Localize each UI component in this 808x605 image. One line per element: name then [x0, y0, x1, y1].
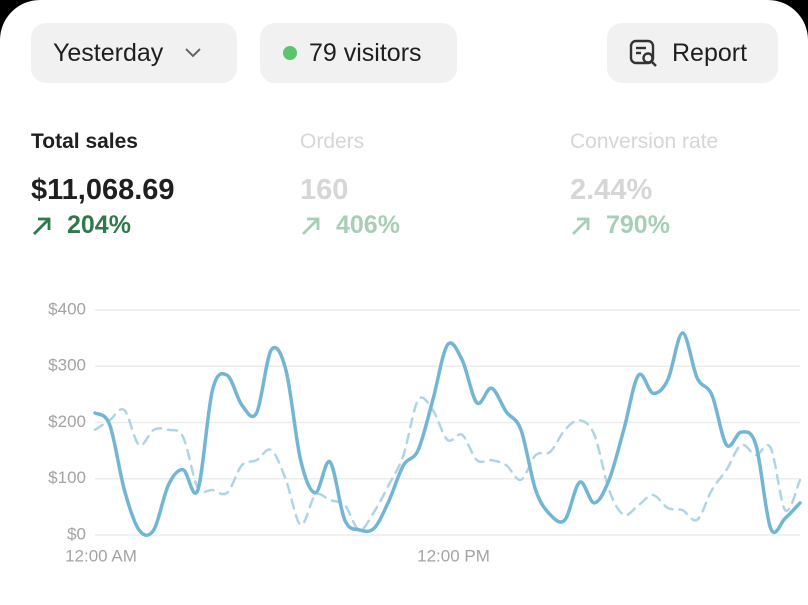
status-dot [283, 46, 297, 60]
report-label: Report [672, 38, 748, 67]
metric-change: 790% [570, 211, 718, 240]
metric-value: 2.44% [570, 174, 653, 206]
metric-change: 406% [300, 211, 400, 240]
date-button[interactable]: Yesterday [31, 23, 237, 83]
arrow-up-icon [572, 217, 590, 235]
date-label: Yesterday [53, 38, 164, 67]
metric-change-value: 204% [67, 211, 131, 239]
metric-label: Orders [300, 130, 365, 153]
chevron-icon [185, 48, 201, 58]
visitors-button[interactable]: 79 visitors [260, 23, 457, 83]
line-series [93, 396, 802, 532]
metric-change-value: 790% [606, 211, 670, 239]
metric: Total sales $11,068.69 204% [31, 130, 175, 240]
metric[interactable]: Orders 160 406% [300, 130, 400, 240]
y-tick-label: $400 [48, 299, 86, 318]
report-button[interactable]: Report [607, 23, 778, 83]
metric-value: $11,068.69 [31, 174, 175, 206]
metric-value: 160 [300, 174, 349, 206]
x-tick-label: 12:00 PM [417, 546, 490, 565]
y-tick-label: $200 [48, 412, 86, 431]
metric-change-value: 406% [336, 211, 400, 239]
y-tick-label: $300 [48, 356, 86, 375]
metric-label: Total sales [31, 130, 138, 153]
y-tick-label: $0 [67, 524, 86, 543]
metric-label: Conversion rate [570, 130, 719, 153]
arrow-up-icon [302, 217, 320, 235]
report-icon [629, 39, 657, 67]
metric[interactable]: Conversion rate 2.44% 790% [570, 130, 718, 240]
visitors-label: 79 visitors [309, 38, 422, 67]
line-series [93, 331, 802, 537]
metric-change: 204% [31, 211, 175, 240]
y-tick-label: $100 [48, 468, 86, 487]
x-tick-label: 12:00 AM [65, 546, 137, 565]
arrow-up-icon [33, 217, 51, 235]
